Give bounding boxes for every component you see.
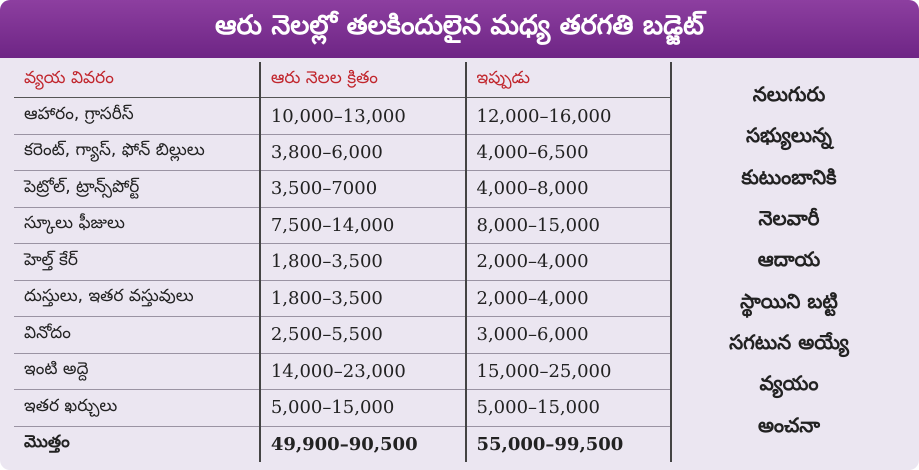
table-cell: 1,800–3,500 (258, 243, 466, 281)
title: ఆరు నెలల్లో తలకిందులైన మధ్య తరగతి బడ్జెట… (0, 0, 919, 58)
table-cell: 14,000–23,000 (258, 353, 466, 391)
column-header: ఆరు నెలల క్రితం (258, 62, 466, 99)
table-cell: 1,800–3,500 (258, 280, 466, 318)
table-cell: 4,000–6,500 (464, 134, 670, 172)
table-cell: 12,000–16,000 (464, 97, 670, 135)
note-line: ఆదాయ (757, 247, 821, 272)
table-cell: 2,000–4,000 (464, 280, 670, 318)
note-line: సభ్యులున్న (746, 123, 832, 148)
header-row: వ్యయ వివరం ఆరు నెలల క్రితం ఇప్పుడు (14, 62, 670, 99)
table-cell: 4,000–8,000 (464, 170, 670, 208)
table-row: ఇంటి అద్దె 14,000–23,000 15,000–25,000 (14, 353, 670, 391)
table-cell: ఇంటి అద్దె (14, 353, 260, 391)
table-cell: హెల్త్ కేర్ (14, 243, 260, 281)
table-cell: 8,000–15,000 (464, 207, 670, 245)
table-cell: కరెంట్, గ్యాస్, ఫోన్ బిల్లులు (14, 134, 260, 172)
table-cell: 5,000–15,000 (464, 389, 670, 427)
table-cell: 55,000–99,500 (464, 426, 670, 462)
table-cell: మొత్తం (24, 432, 70, 453)
column-header: వ్యయ వివరం (14, 62, 260, 99)
table-row: ఆహారం, గ్రాసరీస్ 10,000–13,000 12,000–16,0… (14, 97, 670, 135)
table-row: మొత్తం 49,900–90,500 55,000–99,500 (14, 426, 670, 462)
table-cell: వినోదం (14, 316, 260, 354)
table-cell: 10,000–13,000 (258, 97, 466, 135)
table-cell: 2,000–4,000 (464, 243, 670, 281)
table-cell: 15,000–25,000 (464, 353, 670, 391)
note-line: కుటుంబానికి (741, 164, 837, 189)
table-row: స్కూలు ఫీజులు 7,500–14,000 8,000–15,000 (14, 207, 670, 245)
table-row: ఇతర ఖర్చులు 5,000–15,000 5,000–15,000 (14, 389, 670, 427)
table-row: వినోదం 2,500–5,500 3,000–6,000 (14, 316, 670, 354)
table-cell: 2,500–5,500 (258, 316, 466, 354)
note-line: అంచనా (757, 412, 821, 437)
table-row: దుస్తులు, ఇతర వస్తువులు 1,800–3,500 2,000–… (14, 280, 670, 318)
column-header: ఇప్పుడు (464, 62, 670, 99)
note-line: నలుగురు (752, 82, 826, 107)
table-cell: పెట్రోల్, ట్రాన్స్‌పోర్ట్ (14, 170, 260, 208)
table-cell: 3,800–6,000 (258, 134, 466, 172)
table-row: కరెంట్, గ్యాస్, ఫోన్ బిల్లులు 3,800–6,000… (14, 134, 670, 172)
note-line: స్థాయిని బట్టి (740, 288, 838, 313)
table-cell: దుస్తులు, ఇతర వస్తువులు (14, 280, 260, 318)
table-cell: స్కూలు ఫీజులు (14, 207, 260, 245)
table-cell: ఇతర ఖర్చులు (14, 389, 260, 427)
table-cell: 49,900–90,500 (258, 426, 466, 462)
table-cell: 5,000–15,000 (258, 389, 466, 427)
note-line: వ్యయం (759, 371, 819, 396)
budget-table: వ్యయ వివరం ఆరు నెలల క్రితం ఇప్పుడు ఆహారం, గ… (14, 62, 670, 462)
note-line: సగటున అయ్యే (729, 330, 849, 355)
side-note: నలుగురు సభ్యులున్న కుటుంబానికి నెలవారీ ఆదాయ స… (670, 62, 906, 462)
table-cell: 3,500–7000 (258, 170, 466, 208)
table-cell: ఆహారం, గ్రాసరీస్ (14, 97, 260, 135)
content: వ్యయ వివరం ఆరు నెలల క్రితం ఇప్పుడు ఆహారం, గ… (14, 62, 906, 462)
table-cell: 3,000–6,000 (464, 316, 670, 354)
table-row: హెల్త్ కేర్ 1,800–3,500 2,000–4,000 (14, 243, 670, 281)
table-row: పెట్రోల్, ట్రాన్స్‌పోర్ట్ 3,500–7000 4,000… (14, 170, 670, 208)
note-line: నెలవారీ (758, 206, 820, 231)
table-cell: 7,500–14,000 (258, 207, 466, 245)
